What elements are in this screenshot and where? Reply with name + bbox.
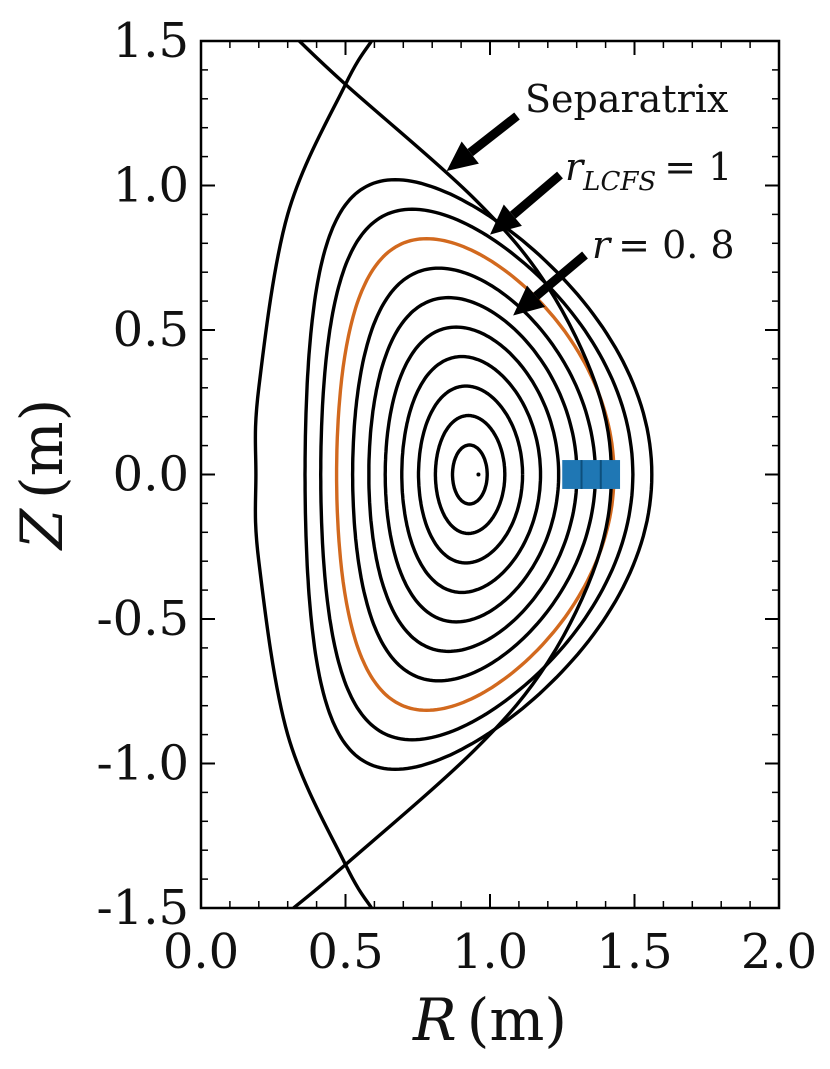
y-axis-title: Z (m) bbox=[8, 399, 76, 552]
flux-surface bbox=[450, 443, 489, 506]
annotation-arrow-head bbox=[513, 285, 546, 316]
flux-surface bbox=[416, 384, 525, 565]
x-tick-label: 0.5 bbox=[307, 924, 383, 980]
annotation-r-08: r = 0. 8 bbox=[592, 223, 735, 267]
y-tick-label: 0.0 bbox=[113, 447, 189, 503]
annotation-r-lcfs-subscript: LCFS bbox=[582, 167, 656, 197]
diagnostic-box bbox=[562, 460, 621, 489]
annotation-arrow-shaft bbox=[533, 251, 588, 300]
axis-ticks: 0.0 0.5 1.0 1.5 2.0 1.5 1.0 0.5 0.0 -0.5 -1.0 -1.5 bbox=[96, 13, 817, 980]
separatrix-inner-leg bbox=[253, 40, 373, 909]
annotation-r-lcfs-symbol: r bbox=[565, 145, 586, 189]
annotation-arrow-shaft bbox=[467, 112, 520, 157]
y-tick-label: -0.5 bbox=[96, 591, 189, 647]
x-tick-label: 1.0 bbox=[452, 924, 528, 980]
x-axis-title: R (m) bbox=[412, 986, 567, 1054]
y-tick-label: 1.0 bbox=[113, 158, 189, 214]
y-tick-label: 1.5 bbox=[113, 13, 189, 69]
annotations bbox=[446, 112, 621, 489]
flux-surface-highlight bbox=[334, 236, 616, 713]
x-tick-label: 2.0 bbox=[741, 924, 817, 980]
annotation-r-lcfs-value: = 1 bbox=[664, 145, 732, 189]
annotation-arrow-shaft bbox=[509, 171, 563, 219]
flux-surface bbox=[400, 354, 543, 595]
flux-surfaces bbox=[253, 39, 654, 910]
annotation-r-08-value: = 0. 8 bbox=[618, 223, 734, 267]
annotation-separatrix: Separatrix bbox=[525, 77, 728, 121]
annotation-arrow-head bbox=[490, 204, 522, 235]
flux-surface bbox=[433, 413, 507, 536]
magnetic-axis-dot bbox=[476, 472, 481, 477]
y-axis-symbol: Z bbox=[8, 507, 76, 551]
annotation-r-08-symbol: r bbox=[592, 223, 613, 267]
flux-surface bbox=[318, 207, 635, 742]
flux-surface bbox=[367, 295, 579, 654]
flux-surface bbox=[350, 266, 598, 683]
y-tick-label: -1.5 bbox=[96, 880, 189, 936]
y-tick-label: 0.5 bbox=[113, 302, 189, 358]
x-tick-label: 0.0 bbox=[163, 924, 239, 980]
x-tick-label: 1.5 bbox=[596, 924, 672, 980]
annotation-arrow-head bbox=[446, 141, 479, 172]
x-axis-symbol: R bbox=[412, 986, 457, 1054]
y-tick-label: -1.0 bbox=[96, 736, 189, 792]
flux-surface bbox=[383, 325, 561, 624]
y-axis-unit: (m) bbox=[8, 399, 76, 499]
x-axis-unit: (m) bbox=[467, 986, 567, 1054]
annotation-r-lcfs: rLCFS = 1 bbox=[565, 145, 732, 197]
